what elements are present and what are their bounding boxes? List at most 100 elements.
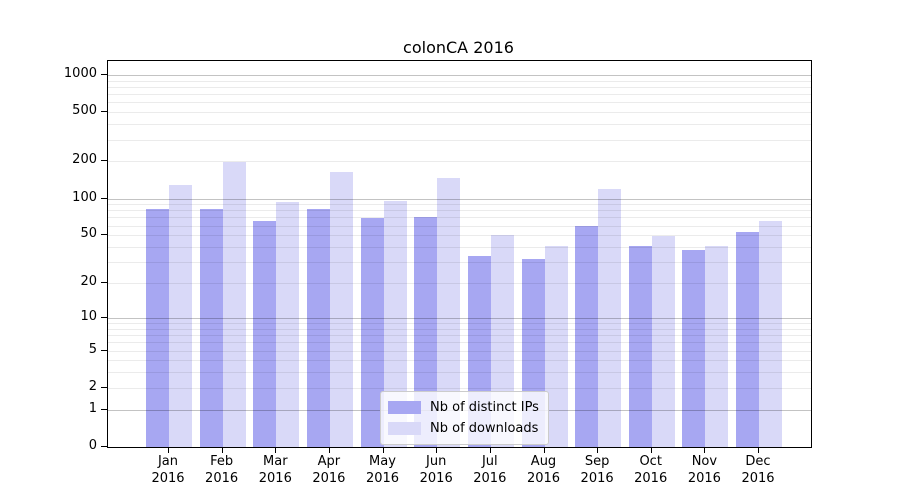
bar-downloads-apr (329, 171, 353, 447)
x-tick (382, 447, 384, 453)
x-tick (650, 447, 652, 453)
gridline-minor (108, 262, 811, 264)
legend-swatch-distinct-ips (388, 401, 421, 414)
x-tick (704, 447, 706, 453)
gridline-minor (108, 204, 811, 206)
y-tick-label: 1000 (63, 66, 97, 81)
y-tick-label: 5 (88, 341, 97, 357)
bar-distinct-ips-dec (736, 232, 759, 447)
x-tick-label: Sep 2016 (580, 454, 614, 486)
gridline-minor (108, 161, 811, 163)
gridline-minor (108, 112, 811, 114)
y-tick-label: 20 (80, 274, 97, 289)
gridline-minor (108, 387, 811, 389)
gridline-minor (108, 247, 811, 248)
gridline-minor (108, 225, 811, 227)
y-tick (101, 234, 107, 236)
gridline-minor (108, 328, 811, 330)
bar-distinct-ips-sep (575, 225, 599, 447)
y-tick-label: 500 (72, 103, 97, 119)
bar-downloads-nov (705, 245, 729, 447)
gridline-minor (108, 217, 811, 219)
x-tick-label: May 2016 (365, 454, 400, 486)
x-tick-label: Aug 2016 (526, 454, 561, 486)
bar-downloads-jun (437, 178, 461, 447)
gridline-minor (108, 94, 811, 96)
y-tick (101, 408, 107, 410)
x-tick-label: Nov 2016 (687, 454, 721, 486)
gridline-minor (108, 210, 811, 212)
x-tick (436, 447, 438, 453)
gridline-minor (108, 372, 811, 374)
x-tick (275, 447, 277, 453)
bar-downloads-aug (544, 245, 568, 447)
gridline-major (108, 75, 811, 76)
bar-downloads-dec (759, 220, 782, 447)
gridline-minor (108, 342, 811, 344)
bar-downloads-may (383, 200, 407, 447)
bar-distinct-ips-jun (414, 217, 438, 447)
legend-item-downloads: Nb of downloads (388, 418, 539, 439)
bar-distinct-ips-apr (306, 209, 330, 447)
y-tick-label: 100 (72, 189, 97, 205)
gridline-minor (108, 360, 811, 362)
y-tick (101, 386, 107, 388)
y-tick (101, 349, 107, 351)
x-tick (543, 447, 545, 453)
legend-swatch-downloads (388, 422, 421, 435)
y-tick (101, 197, 107, 199)
gridline-minor (108, 80, 811, 82)
x-tick (597, 447, 599, 453)
y-tick (101, 160, 107, 162)
x-tick-label: Jan 2016 (151, 454, 185, 486)
legend-item-distinct-ips: Nb of distinct IPs (388, 397, 539, 418)
x-tick (168, 447, 169, 453)
gridline-minor (108, 124, 811, 126)
gridline-minor (108, 283, 811, 284)
gridline-minor (108, 102, 811, 104)
y-tick-label: 10 (80, 308, 97, 324)
gridline-minor (108, 350, 811, 352)
bar-downloads-feb (222, 162, 246, 447)
bar-distinct-ips-mar (253, 221, 277, 447)
x-tick (758, 447, 759, 453)
legend-label-distinct-ips: Nb of distinct IPs (430, 400, 539, 415)
x-tick-label: Oct 2016 (634, 454, 668, 486)
bar-downloads-jan (169, 185, 192, 447)
y-tick-label: 2 (88, 378, 97, 394)
x-tick-label: Dec 2016 (741, 454, 775, 486)
chart-title: colonCA 2016 (403, 38, 514, 57)
y-tick-label: 50 (80, 226, 97, 242)
x-tick-label: Apr 2016 (312, 454, 346, 486)
bar-downloads-mar (276, 201, 300, 447)
gridline-minor (108, 235, 811, 237)
gridline-minor (108, 323, 811, 324)
bar-downloads-oct (651, 236, 675, 447)
x-tick-label: Jun 2016 (419, 454, 453, 486)
y-tick (101, 316, 107, 318)
y-tick (101, 282, 107, 283)
y-tick (101, 111, 107, 113)
y-tick (101, 74, 107, 75)
bar-distinct-ips-nov (682, 249, 706, 447)
gridline-minor (108, 139, 811, 141)
x-tick (221, 447, 223, 453)
gridline-major (108, 198, 811, 200)
legend: Nb of distinct IPs Nb of downloads (380, 391, 549, 445)
bar-distinct-ips-jan (146, 209, 169, 447)
gridline-minor (108, 335, 811, 336)
bar-distinct-ips-feb (199, 209, 223, 447)
gridline-major (108, 317, 811, 319)
bar-distinct-ips-may (360, 218, 384, 447)
x-tick (489, 447, 491, 453)
y-tick-label: 1 (88, 400, 97, 416)
y-tick-label: 200 (72, 152, 97, 168)
gridline-minor (108, 87, 811, 88)
legend-label-downloads: Nb of downloads (430, 421, 539, 436)
bar-downloads-sep (598, 188, 622, 447)
y-tick (101, 446, 107, 447)
x-tick-label: Mar 2016 (258, 454, 292, 486)
x-tick-label: Jul 2016 (473, 454, 507, 486)
x-tick-label: Feb 2016 (205, 454, 239, 486)
